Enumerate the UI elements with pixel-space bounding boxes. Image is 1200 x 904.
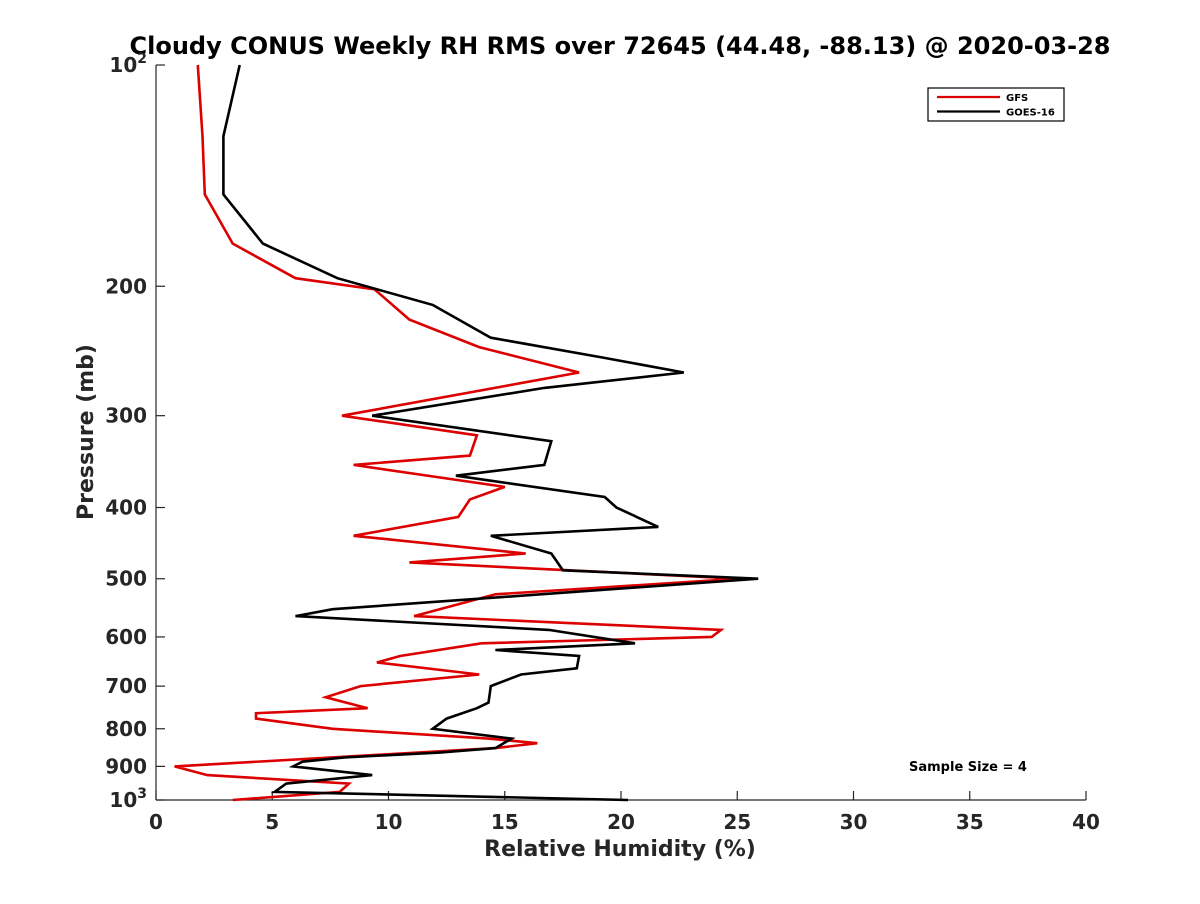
x-tick-label: 40 [1072,810,1100,834]
x-tick-label: 25 [723,810,751,834]
y-axis: 102 200 300 400 500 600 700 800 900 103 [105,51,165,812]
y-tick-label: 900 [105,754,147,778]
y-tick-label: 800 [105,717,147,741]
plot-area [155,65,1086,801]
y-tick-label: 400 [105,496,147,520]
y-tick-label: 500 [105,567,147,591]
x-tick-label: 20 [607,810,635,834]
y-tick-label: 103 [109,786,147,812]
legend-label: GOES-16 [1006,108,1055,119]
x-tick-label: 0 [149,810,163,834]
x-tick-label: 30 [840,810,868,834]
series-line-goes-16 [222,64,759,802]
series-layer [174,64,759,802]
legend-box [927,87,1065,122]
y-tick-label: 600 [105,625,147,649]
x-axis-label: Relative Humidity (%) [484,837,756,862]
x-axis: 0 5 10 15 20 25 30 35 40 [149,791,1100,834]
y-tick-label: 700 [105,674,147,698]
y-axis-label: Pressure (mb) [74,344,99,520]
x-tick-label: 10 [375,810,403,834]
x-tick-label: 35 [956,810,984,834]
chart-title: Cloudy CONUS Weekly RH RMS over 72645 (4… [130,32,1111,60]
y-tick-label: 102 [109,51,147,77]
series-line-gfs [174,64,740,802]
legend: GFS GOES-16 [927,87,1065,122]
x-tick-label: 5 [265,810,279,834]
y-tick-label: 300 [105,404,147,428]
sample-size-annotation: Sample Size = 4 [909,760,1027,775]
legend-label: GFS [1006,93,1028,104]
y-tick-label: 200 [105,274,147,298]
x-tick-label: 15 [491,810,519,834]
